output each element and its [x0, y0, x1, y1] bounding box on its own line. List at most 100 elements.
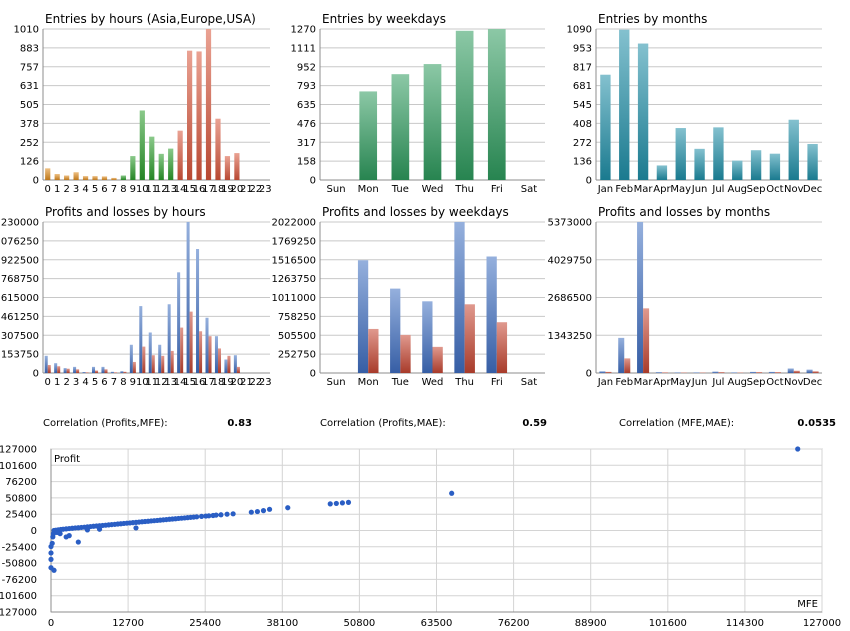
y-tick-label: 545: [573, 100, 592, 111]
y-tick-label: 307500: [1, 331, 39, 342]
chart-title: Profits and losses by months: [598, 205, 770, 219]
x-axis-label: MFE: [797, 599, 818, 610]
y-tick-label: 1270: [291, 25, 316, 36]
x-tick-label: 2: [63, 184, 69, 195]
bar: [180, 327, 184, 373]
bar: [391, 74, 410, 180]
bar: [132, 361, 136, 373]
y-tick-label: 76200: [5, 477, 37, 488]
x-tick-label: 88900: [575, 618, 607, 629]
x-tick-label: 12: [155, 184, 168, 195]
bar: [208, 336, 212, 373]
x-tick-label: 16: [193, 184, 206, 195]
scatter-point: [213, 512, 219, 518]
x-tick-label: Fri: [491, 377, 503, 388]
chart-title: Profits and losses by hours: [45, 205, 206, 219]
y-tick-label: 631: [20, 81, 39, 92]
bar: [66, 368, 70, 373]
x-tick-label: 6: [101, 377, 107, 388]
bar: [111, 177, 117, 180]
y-tick-label: 158: [297, 157, 316, 168]
x-tick-label: 114300: [726, 618, 764, 629]
bar: [236, 366, 240, 373]
y-tick-label: 1263750: [271, 274, 316, 285]
y-tick-label: 5373000: [547, 218, 592, 229]
bar: [168, 148, 174, 180]
bar: [113, 372, 117, 373]
bar: [713, 127, 724, 180]
x-tick-label: Nov: [784, 184, 804, 195]
scatter-point: [194, 514, 200, 520]
scatter-point: [224, 511, 230, 517]
bar: [718, 372, 725, 373]
y-tick-label: 922500: [1, 255, 39, 266]
x-tick-label: Feb: [615, 184, 633, 195]
x-tick-label: 9: [130, 377, 136, 388]
x-tick-label: 13: [164, 377, 177, 388]
scatter-chart: 0 12700 25400 38100 50800 63500 76200 88900 1016…: [0, 445, 841, 630]
bar: [605, 371, 612, 373]
y-tick-label: 272: [573, 138, 592, 149]
x-tick-label: 12700: [112, 618, 144, 629]
bar: [750, 150, 762, 180]
scatter-point: [795, 446, 801, 452]
corr-mfe-mae-label: Correlation (MFE,MAE):: [619, 418, 734, 429]
x-tick-label: Wed: [422, 377, 444, 388]
x-tick-label: 3: [73, 377, 79, 388]
y-tick-label: 505500: [278, 331, 316, 342]
bar: [196, 249, 200, 373]
y-tick-label: 0: [310, 176, 316, 187]
x-tick-label: 15: [183, 377, 196, 388]
bar: [104, 369, 108, 373]
bar: [637, 43, 649, 181]
x-tick-label: 5: [92, 377, 98, 388]
entries_hours-chart: Entries by hours (Asia,Europe,USA)012625…: [14, 12, 272, 195]
y-tick-label: 757: [20, 62, 39, 73]
y-tick-label: 1076250: [0, 236, 39, 247]
y-tick-label: 378: [20, 119, 39, 130]
y-tick-label: 953: [573, 43, 592, 54]
bar: [600, 74, 611, 180]
y-tick-label: 758250: [278, 312, 316, 323]
chart-title: Entries by weekdays: [322, 12, 446, 26]
x-tick-label: 19: [221, 377, 234, 388]
bar: [750, 371, 757, 373]
entries_months-chart: Entries by months 0 136 272 408 545 681 817 953 1…: [567, 12, 823, 195]
x-tick-label: Aug: [727, 184, 747, 195]
y-tick-label: 408: [573, 119, 592, 130]
x-tick-label: Aug: [727, 377, 747, 388]
x-tick-label: 8: [120, 377, 126, 388]
bar: [224, 359, 228, 373]
x-tick-label: Jan: [597, 184, 613, 195]
scatter-point: [230, 511, 236, 517]
bar: [129, 344, 133, 373]
bar: [73, 366, 77, 373]
scatter-point: [449, 490, 455, 496]
x-tick-label: Mon: [358, 184, 379, 195]
y-tick-label: 0: [33, 176, 39, 187]
scatter-point: [254, 508, 261, 515]
x-tick-label: 17: [202, 184, 215, 195]
x-tick-label: 20: [231, 377, 244, 388]
scatter-point: [54, 529, 60, 536]
pl_weekdays-chart: Profits and losses by weekdays 0 252750 505…: [271, 205, 545, 388]
bar: [177, 272, 181, 373]
bar: [158, 344, 162, 373]
bar: [227, 355, 231, 373]
y-tick-label: 2022000: [271, 218, 316, 229]
entries_weekdays-chart: Entries by weekdays 0 158 317 476 635 793 952 11…: [291, 12, 545, 195]
y-tick-label: 768750: [1, 274, 39, 285]
correlation-row: Correlation (Profits,MFE): 0.83 Correlat…: [43, 418, 836, 429]
x-tick-label: 23: [259, 184, 272, 195]
x-tick-label: 14: [174, 184, 187, 195]
x-tick-label: Sat: [521, 377, 537, 388]
x-tick-label: 21: [240, 184, 253, 195]
x-tick-label: 0: [45, 184, 51, 195]
x-tick-label: 1: [54, 377, 60, 388]
bar: [655, 372, 662, 373]
bar: [139, 110, 145, 180]
x-tick-label: 5: [92, 184, 98, 195]
bar: [233, 355, 237, 373]
x-tick-label: 12: [155, 377, 168, 388]
x-tick-label: 0: [45, 377, 51, 388]
